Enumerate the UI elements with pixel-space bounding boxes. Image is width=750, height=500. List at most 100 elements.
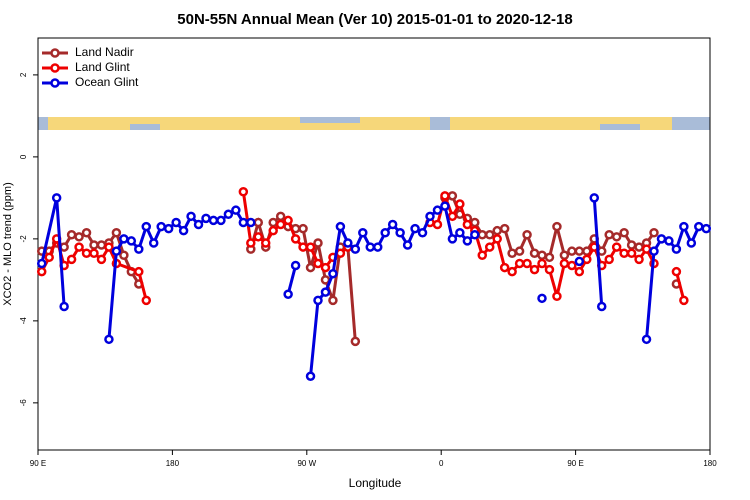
data-point xyxy=(268,225,278,236)
data-point xyxy=(350,336,361,347)
data-point xyxy=(387,219,398,230)
data-point xyxy=(656,234,667,244)
legend-label: Land Nadir xyxy=(75,45,134,59)
data-point xyxy=(626,248,637,258)
data-point xyxy=(260,238,271,248)
data-point xyxy=(231,205,241,215)
x-axis-label: Longitude xyxy=(349,476,402,490)
data-point xyxy=(275,219,286,230)
data-point xyxy=(694,221,704,232)
data-point xyxy=(372,242,383,252)
plot-frame xyxy=(37,37,711,451)
data-point xyxy=(141,221,152,232)
data-point xyxy=(507,248,517,258)
data-point xyxy=(484,230,495,240)
y-axis-label: XCO2 - MLO trend (ppm) xyxy=(2,182,14,305)
x-tick-label: 0 xyxy=(439,459,444,468)
legend-marker xyxy=(50,78,60,88)
data-point xyxy=(134,266,144,277)
data-point xyxy=(440,191,450,201)
data-point xyxy=(343,238,353,248)
data-point xyxy=(395,227,405,238)
data-point xyxy=(163,223,174,234)
data-point xyxy=(544,252,555,263)
data-point xyxy=(410,223,420,234)
y-tick-label: -4 xyxy=(19,317,28,325)
data-point xyxy=(283,289,293,299)
data-point xyxy=(574,246,585,256)
data-point xyxy=(664,236,674,246)
data-point xyxy=(529,264,540,275)
data-point xyxy=(522,230,532,240)
data-point xyxy=(641,334,652,345)
data-point xyxy=(36,266,47,277)
data-point xyxy=(290,260,301,271)
data-point xyxy=(350,244,361,254)
data-point xyxy=(74,232,84,242)
data-point xyxy=(537,250,547,261)
data-point xyxy=(305,242,316,252)
data-point xyxy=(134,244,144,254)
data-point xyxy=(432,205,443,215)
data-point xyxy=(81,248,92,258)
data-point xyxy=(59,301,69,312)
data-point xyxy=(470,217,480,228)
data-point xyxy=(604,254,614,265)
legend-marker xyxy=(50,48,60,58)
data-point xyxy=(305,371,316,381)
data-point xyxy=(559,258,570,269)
data-point xyxy=(223,209,234,220)
data-point xyxy=(74,242,84,252)
data-point xyxy=(425,211,435,222)
data-point xyxy=(447,191,458,201)
data-point xyxy=(238,217,249,228)
data-point xyxy=(432,219,443,230)
data-point xyxy=(66,254,77,265)
data-point xyxy=(298,242,308,252)
data-point xyxy=(671,266,682,277)
data-point xyxy=(679,221,689,232)
x-tick-label: 180 xyxy=(703,459,717,468)
y-tick-label: -6 xyxy=(19,399,28,407)
data-point xyxy=(141,295,152,306)
x-tick-label: 90 W xyxy=(297,459,316,468)
legend-label: Land Glint xyxy=(75,60,130,74)
y-tick-label: 0 xyxy=(19,154,28,159)
data-point xyxy=(477,230,488,240)
data-point xyxy=(104,242,114,252)
data-point xyxy=(514,258,525,269)
data-point xyxy=(96,254,107,265)
data-point xyxy=(335,221,346,232)
data-point xyxy=(313,295,323,306)
data-point xyxy=(104,334,114,345)
data-point xyxy=(328,268,338,279)
data-point xyxy=(111,227,122,238)
data-point xyxy=(492,225,502,236)
data-point xyxy=(634,242,644,252)
data-point xyxy=(328,295,338,306)
data-point xyxy=(111,246,122,256)
data-point xyxy=(290,234,301,244)
data-point xyxy=(611,242,622,252)
data-point xyxy=(440,201,450,211)
x-tick-label: 180 xyxy=(166,459,180,468)
legend-label: Ocean Glint xyxy=(75,75,139,89)
data-point xyxy=(238,186,249,197)
data-point xyxy=(589,193,600,203)
data-point xyxy=(544,264,555,275)
data-point xyxy=(320,287,331,297)
data-point xyxy=(216,215,226,226)
data-point xyxy=(313,258,323,269)
data-point xyxy=(298,223,308,234)
x-tick-label: 90 E xyxy=(30,459,46,468)
data-point xyxy=(701,223,712,234)
data-point xyxy=(462,236,473,246)
data-point xyxy=(462,219,473,230)
data-point xyxy=(649,227,659,238)
data-point xyxy=(477,250,488,261)
data-point xyxy=(649,246,659,256)
data-point xyxy=(574,256,585,267)
data-point xyxy=(499,262,510,273)
data-point xyxy=(611,232,622,242)
